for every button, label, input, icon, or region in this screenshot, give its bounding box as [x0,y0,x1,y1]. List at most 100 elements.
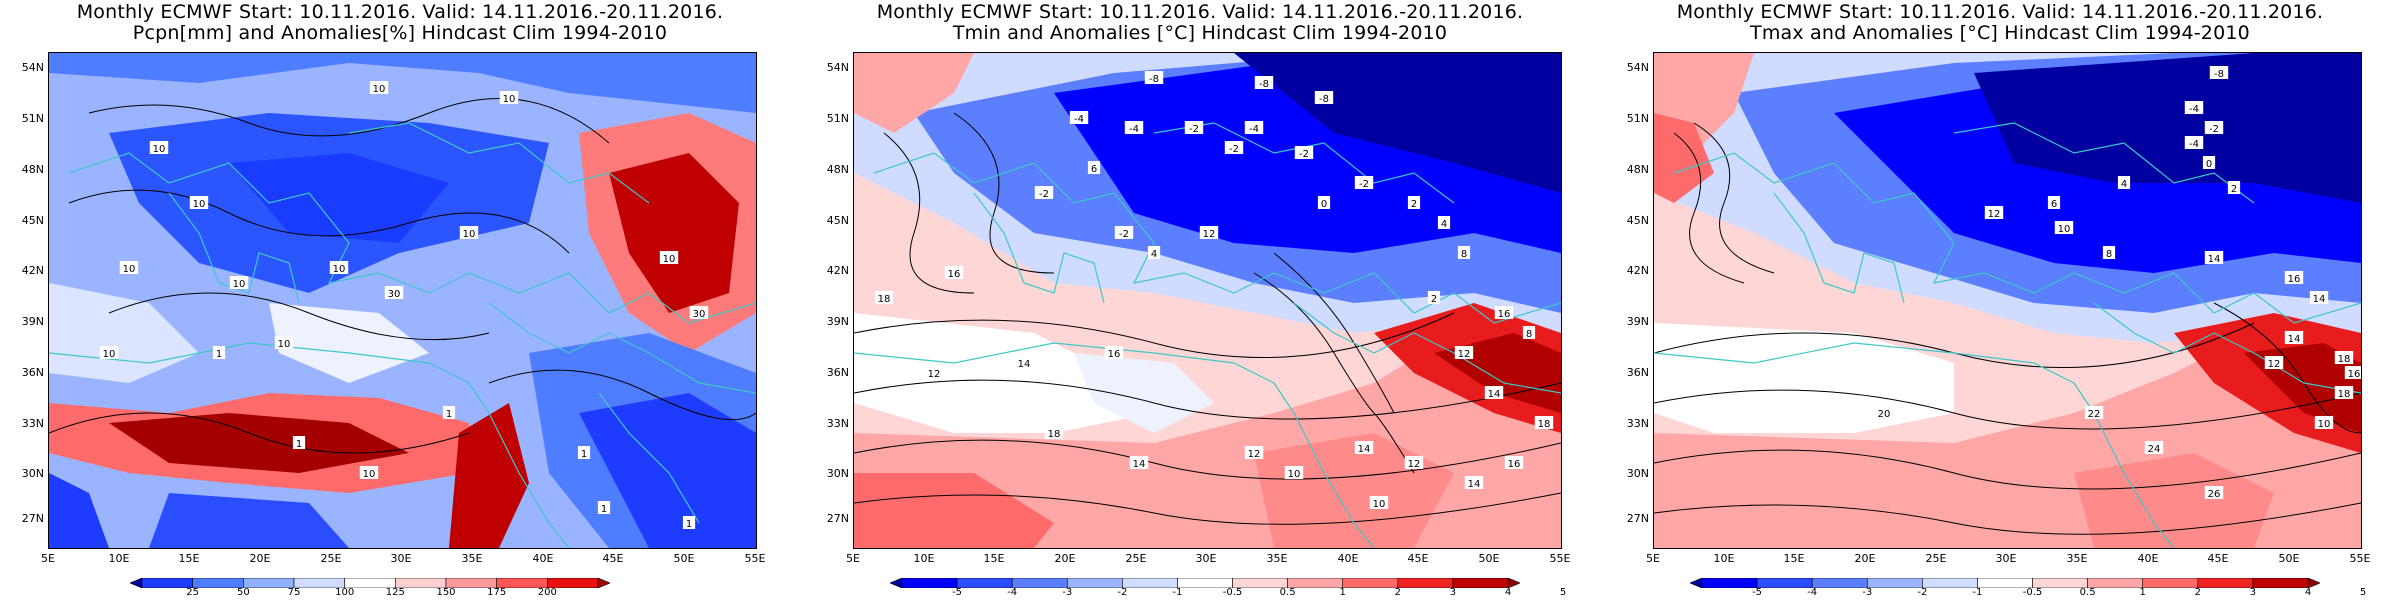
contour-label-box [1484,386,1504,399]
contour-label: 0 [2206,159,2212,170]
contour-label-box [1314,91,1334,104]
colorbar-segment [1507,578,1520,588]
y-tick-label: 54N [826,61,849,74]
contour-label: 10 [153,144,166,155]
contour-label-box [189,196,209,209]
contour-label-box [1034,186,1054,199]
contour-label: 20 [1878,409,1891,420]
contour-label: 12 [1988,209,2001,220]
contour-label-box [292,436,306,449]
colorbar-segment [890,578,903,588]
x-tick-label: 25E [320,552,342,565]
contour-label-box [442,406,456,419]
contour-label-box [2227,181,2241,194]
contour-label: 10 [2058,224,2071,235]
x-tick-label: 5E [1646,552,1660,565]
colorbar-label: 1 [2139,587,2146,598]
x-tick-label: 35E [461,552,483,565]
colorbar-label: 5 [1559,587,1567,598]
x-tick-label: 15E [983,552,1005,565]
contour-label-box [874,291,894,304]
contour-label-box [2264,356,2284,369]
contour-label: 12 [1408,459,1421,470]
contour-label-box [2102,246,2116,259]
y-tick-label: 45N [1626,214,1649,227]
colorbar-label: -3 [1862,587,1873,598]
contour-label-box [1014,356,1034,369]
contour-label: 14 [1488,389,1501,400]
contour-label-box [1114,226,1134,239]
x-tick-label: 40E [2137,552,2159,565]
contour-label: -4 [2189,104,2199,115]
tmin-map-canvas: -8 -8 -8 -4 -4 -2 -4 -2 -2 0 -2 2 4 8 -2 6 -2 4 12 16 18 12 14… [854,53,1561,548]
colorbar-segment [2307,578,2320,588]
contour-label: 18 [878,294,891,305]
y-tick-label: 42N [1626,264,1649,277]
contour-label: 6 [2051,199,2057,210]
contour-label-box [2204,121,2224,134]
contour-label-box [1104,346,1124,359]
x-tick-label: 25E [1925,552,1947,565]
y-tick-label: 45N [21,214,44,227]
contour-label-box [2054,221,2074,234]
contour-label-box [1457,246,1471,259]
contour-label: 1 [686,519,692,530]
colorbar-label: 3 [1449,587,1457,598]
tmax-map: -8 -4 -2 -4 0 2 4 6 8 10 12 14 16 18 20 22 24 26 10 14 12 14 1… [1653,52,2362,549]
tmin-panel: Monthly ECMWF Start: 10.11.2016. Valid: … [800,0,1600,600]
contour-label-box [2209,66,2229,79]
panel-title-line1: Monthly ECMWF Start: 10.11.2016. Valid: … [876,1,1524,23]
contour-label-box [1504,456,1524,469]
x-tick-label: 30E [1995,552,2017,565]
contour-label: 14 [2288,334,2301,345]
x-tick-label: 35E [2066,552,2088,565]
contour-label: 18 [2338,389,2351,400]
y-tick-label: 51N [1626,112,1649,125]
y-tick-label: 36N [826,366,849,379]
contour-label-box [1437,216,1451,229]
contour-label: 16 [2348,369,2361,380]
contour-label-box [1129,456,1149,469]
contour-label-box [149,141,169,154]
contour-label: 1 [581,449,587,460]
x-tick-label: 20E [1854,552,1876,565]
contour-label-box [499,91,519,104]
colorbar-segment [597,578,610,588]
contour-label: 24 [2148,444,2161,455]
y-tick-label: 39N [1626,315,1649,328]
x-tick-label: 35E [1266,552,1288,565]
contour-label-box [119,261,139,274]
contour-label: 4 [1151,249,1157,260]
colorbar-label: 200 [537,587,557,598]
y-tick-label: 30N [21,467,44,480]
contour-label-box [2314,416,2334,429]
contour-label: 10 [503,94,516,105]
contour-label-box [2204,486,2224,499]
contour-label: 16 [2288,274,2301,285]
contour-label: 12 [928,369,941,380]
x-tick-label: 45E [2207,552,2229,565]
contour-label: -2 [2209,124,2219,135]
contour-label: 10 [363,469,376,480]
colorbar-label: 0.5 [2079,587,2096,598]
tmin-map: -8 -8 -8 -4 -4 -2 -4 -2 -2 0 -2 2 4 8 -2 6 -2 4 12 16 18 12 14… [853,52,1562,549]
x-tick-label: 15E [1783,552,1805,565]
y-tick-label: 39N [826,315,849,328]
contour-label: 30 [388,289,401,300]
contour-label-box [1427,291,1441,304]
contour-label: 1 [216,349,222,360]
colorbar-label: -5 [952,587,963,598]
contour-label-box [1184,121,1204,134]
x-tick-label: 40E [532,552,554,565]
colorbar-label: 4 [2304,587,2312,598]
colorbar-label: 100 [335,587,355,598]
contour-label-box [2184,101,2204,114]
y-tick-label: 54N [1626,61,1649,74]
y-tick-label: 33N [826,417,849,430]
contour-label-box [2144,441,2164,454]
colorbar-label: -0.5 [2022,587,2043,598]
contour-label: 16 [1108,349,1121,360]
contour-label: -4 [1129,124,1139,135]
colorbar-label: 75 [287,587,301,598]
y-tick-label: 51N [826,112,849,125]
